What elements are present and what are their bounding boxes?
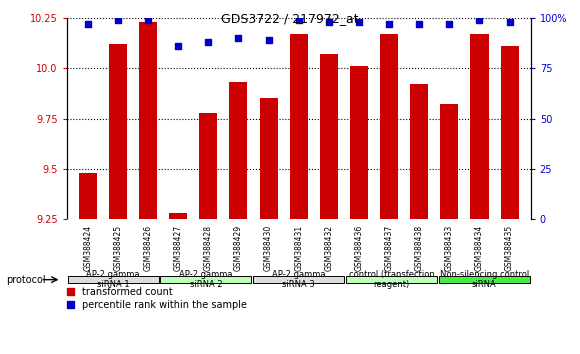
- Bar: [346, 276, 437, 283]
- Point: [264, 37, 273, 43]
- Bar: [161, 276, 251, 283]
- Text: control (transfection
reagent): control (transfection reagent): [349, 270, 434, 289]
- Point: [173, 43, 183, 49]
- Bar: [410, 84, 428, 219]
- Bar: [501, 46, 519, 219]
- Point: [113, 17, 122, 23]
- Text: GSM388426: GSM388426: [144, 225, 153, 271]
- Bar: [253, 276, 344, 283]
- Point: [475, 17, 484, 23]
- Text: GSM388427: GSM388427: [173, 225, 183, 271]
- Text: GSM388436: GSM388436: [354, 225, 364, 271]
- Text: AP-2 gamma
siRNA 2: AP-2 gamma siRNA 2: [179, 270, 233, 289]
- Text: GSM388435: GSM388435: [505, 225, 514, 271]
- Text: GDS3722 / 217972_at: GDS3722 / 217972_at: [221, 12, 359, 25]
- Bar: [440, 104, 458, 219]
- Point: [505, 19, 514, 24]
- Bar: [200, 113, 218, 219]
- Point: [234, 35, 243, 41]
- Text: protocol: protocol: [6, 275, 45, 285]
- Text: GSM388438: GSM388438: [415, 225, 424, 271]
- Bar: [68, 276, 158, 283]
- Text: GSM388424: GSM388424: [84, 225, 92, 271]
- Text: GSM388429: GSM388429: [234, 225, 243, 271]
- Point: [324, 19, 334, 24]
- Point: [204, 39, 213, 45]
- Point: [354, 19, 364, 24]
- Text: AP-2 gamma
siRNA 1: AP-2 gamma siRNA 1: [86, 270, 140, 289]
- Bar: [380, 34, 398, 219]
- Bar: [230, 82, 248, 219]
- Bar: [289, 34, 308, 219]
- Point: [143, 17, 153, 23]
- Bar: [139, 22, 157, 219]
- Legend: transformed count, percentile rank within the sample: transformed count, percentile rank withi…: [67, 287, 247, 310]
- Text: GSM388437: GSM388437: [385, 225, 394, 271]
- Bar: [79, 173, 97, 219]
- Text: AP-2 gamma
siRNA 3: AP-2 gamma siRNA 3: [272, 270, 325, 289]
- Point: [83, 21, 92, 27]
- Text: GSM388425: GSM388425: [114, 225, 122, 271]
- Text: GSM388432: GSM388432: [324, 225, 334, 271]
- Bar: [320, 54, 338, 219]
- Point: [385, 21, 394, 27]
- Text: GSM388428: GSM388428: [204, 225, 213, 271]
- Point: [415, 21, 424, 27]
- Point: [294, 17, 303, 23]
- Text: GSM388433: GSM388433: [445, 225, 454, 271]
- Bar: [109, 44, 127, 219]
- Text: GSM388434: GSM388434: [475, 225, 484, 271]
- Bar: [350, 66, 368, 219]
- Text: GSM388431: GSM388431: [294, 225, 303, 271]
- Bar: [439, 276, 530, 283]
- Point: [445, 21, 454, 27]
- Bar: [259, 98, 278, 219]
- Bar: [169, 213, 187, 219]
- Text: GSM388430: GSM388430: [264, 225, 273, 271]
- Bar: [470, 34, 488, 219]
- Text: Non-silencing control
siRNA: Non-silencing control siRNA: [440, 270, 529, 289]
